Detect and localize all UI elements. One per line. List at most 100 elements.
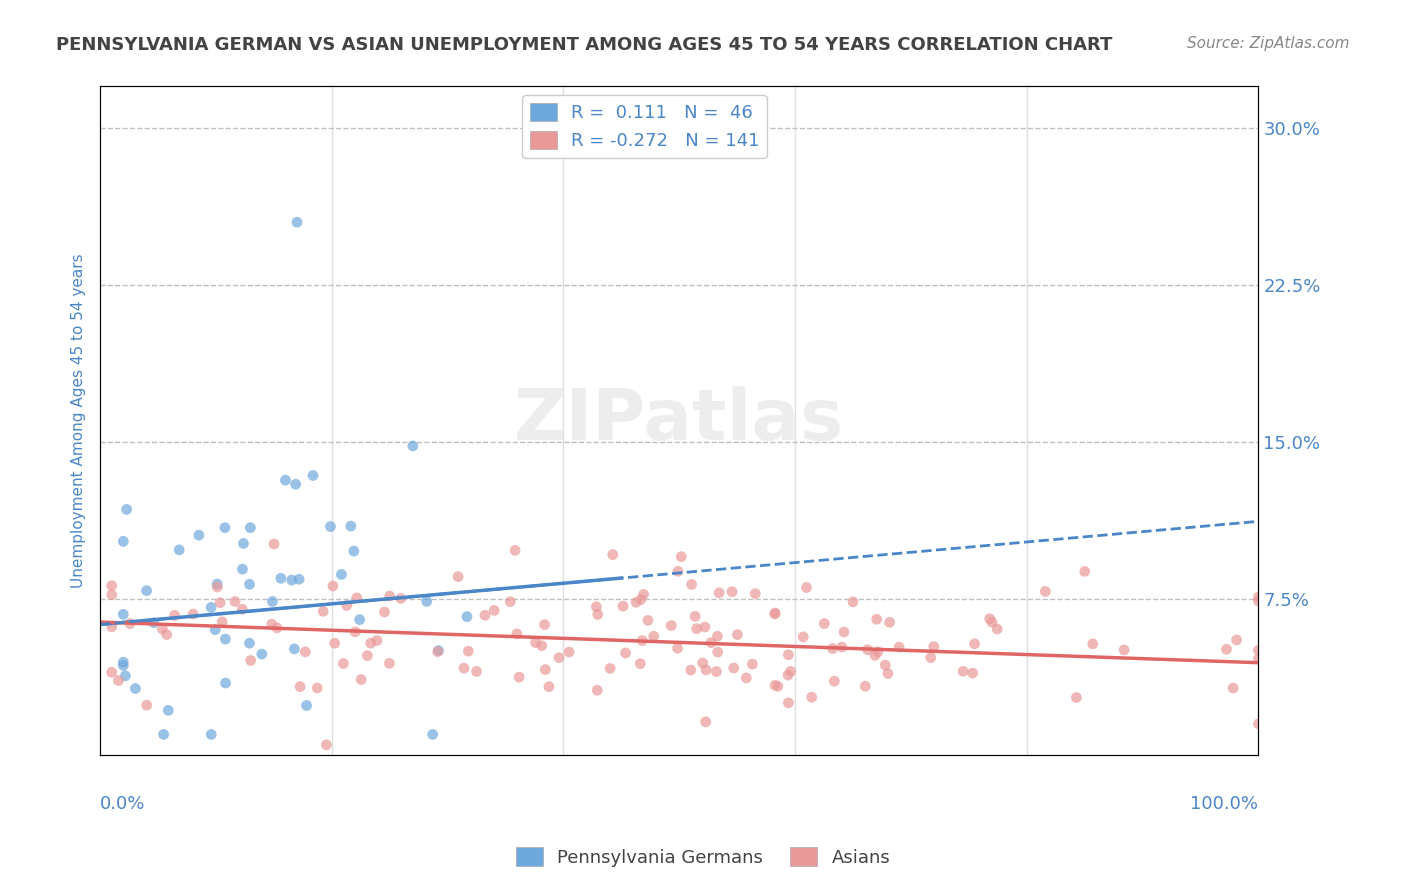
Point [200,600,222,615]
Legend: R =  0.111   N =  46, R = -0.272   N = 141: R = 0.111 N = 46, R = -0.272 N = 141 [522,95,766,158]
Point [285,215,308,229]
Point [1112,643,1135,657]
Point [340,519,363,533]
Point [205,577,228,591]
Point [336,599,359,613]
Point [378,657,401,671]
Point [853,679,876,693]
Point [238,636,260,650]
Point [283,641,305,656]
Point [800,690,823,705]
Point [232,536,254,550]
Point [981,615,1004,630]
Point [602,548,624,562]
Point [181,607,204,621]
Point [288,680,311,694]
Point [187,528,209,542]
Point [112,655,135,669]
Point [856,642,879,657]
Point [1247,716,1270,731]
Point [1215,642,1237,657]
Point [778,696,800,710]
Point [979,612,1001,626]
Point [302,468,325,483]
Point [378,589,401,603]
Point [427,643,450,657]
Point [599,661,621,675]
Point [1073,565,1095,579]
Point [1033,584,1056,599]
Point [723,661,745,675]
Point [124,681,146,696]
Point [284,477,307,491]
Point [294,645,316,659]
Point [666,641,689,656]
Point [763,678,786,692]
Text: PENNSYLVANIA GERMAN VS ASIAN UNEMPLOYMENT AMONG AGES 45 TO 54 YEARS CORRELATION : PENNSYLVANIA GERMAN VS ASIAN UNEMPLOYMEN… [56,36,1112,54]
Point [319,519,342,533]
Point [224,594,246,608]
Point [167,542,190,557]
Point [135,583,157,598]
Point [706,665,728,679]
Point [238,577,260,591]
Point [389,591,412,606]
Point [456,609,478,624]
Point [612,599,634,614]
Point [630,592,652,607]
Point [1247,652,1270,666]
Point [207,580,229,594]
Point [239,653,262,667]
Point [585,599,607,614]
Point [346,591,368,605]
Point [457,644,479,658]
Point [920,650,942,665]
Point [270,571,292,585]
Point [274,473,297,487]
Point [693,620,716,634]
Text: Source: ZipAtlas.com: Source: ZipAtlas.com [1187,36,1350,51]
Point [100,578,122,592]
Point [633,587,655,601]
Point [350,673,373,687]
Point [135,698,157,713]
Point [692,656,714,670]
Point [312,604,335,618]
Point [1247,590,1270,604]
Point [778,648,800,662]
Point [402,439,425,453]
Point [260,617,283,632]
Point [671,549,693,564]
Point [821,641,844,656]
Point [239,521,262,535]
Point [288,572,311,586]
Point [763,606,786,620]
Point [200,727,222,741]
Point [875,658,897,673]
Point [152,727,174,741]
Point [558,645,581,659]
Point [534,663,557,677]
Point [1222,681,1244,695]
Point [422,727,444,741]
Point [686,622,709,636]
Point [700,635,723,649]
Point [263,537,285,551]
Point [548,650,571,665]
Point [763,607,786,621]
Point [842,595,865,609]
Point [356,648,378,663]
Point [725,627,748,641]
Point [813,616,835,631]
Point [922,640,945,654]
Point [506,627,529,641]
Point [877,666,900,681]
Point [706,629,728,643]
Point [695,663,717,677]
Point [209,596,232,610]
Point [866,645,889,659]
Point [963,637,986,651]
Text: ZIPatlas: ZIPatlas [515,386,845,455]
Text: 100.0%: 100.0% [1191,796,1258,814]
Point [214,676,236,690]
